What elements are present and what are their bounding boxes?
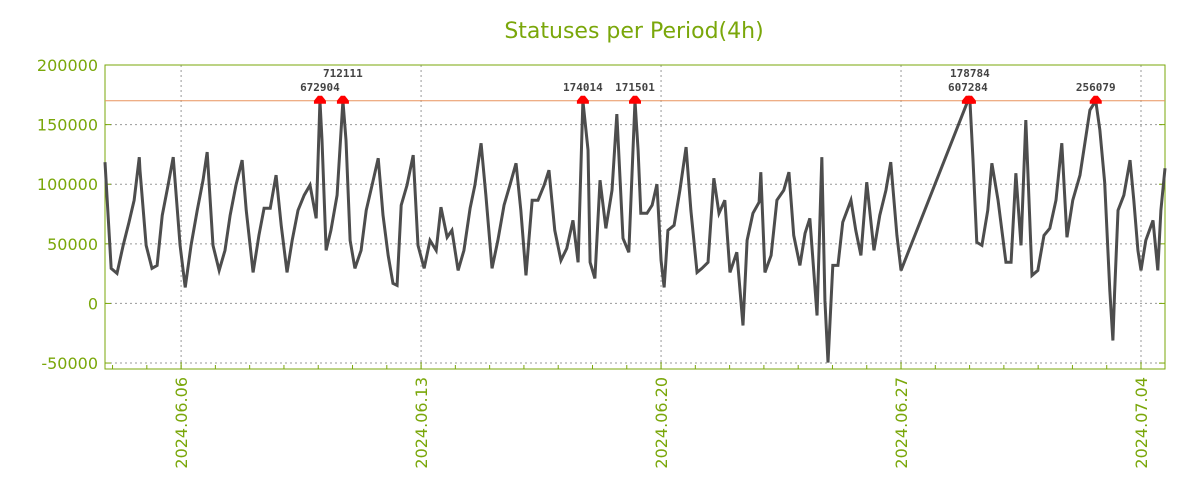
outlier-label: 171501 (615, 81, 655, 94)
outlier-marker-icon (336, 95, 349, 104)
outlier-marker-icon (963, 95, 976, 104)
x-tick-label: 2024.06.13 (412, 377, 431, 469)
outlier-label: 256079 (1076, 81, 1116, 94)
outlier-label: 712111 (323, 67, 363, 80)
y-tick-label: 200000 (37, 56, 98, 75)
y-tick-label: -50000 (41, 354, 98, 373)
y-axis-ticks: 200000 150000 100000 50000 0 -50000 (37, 56, 1165, 373)
outlier-label: 607284 (948, 81, 988, 94)
axes (104, 64, 1166, 370)
outlier-marker-icon (629, 95, 641, 104)
chart-title: Statuses per Period(4h) (504, 19, 763, 44)
outlier-label: 178784 (950, 67, 990, 80)
y-tick-label: 0 (88, 294, 98, 313)
x-axis-ticks: 2024.06.06 2024.06.13 2024.06.20 2024.06.27… (112, 362, 1151, 469)
x-tick-label: 2024.06.20 (652, 377, 671, 469)
x-tick-label: 2024.07.04 (1132, 377, 1151, 469)
y-tick-label: 100000 (37, 175, 98, 194)
x-tick-label: 2024.06.27 (892, 377, 911, 469)
y-tick-label: 50000 (47, 235, 98, 254)
outlier-label: 672904 (300, 81, 340, 94)
series-statuses (103, 96, 1167, 363)
outlier-marker-icon (1089, 95, 1102, 104)
x-tick-label: 2024.06.06 (172, 377, 191, 469)
y-tick-label: 150000 (37, 116, 98, 135)
outlier-label: 174014 (563, 81, 603, 94)
plot-frame (104, 64, 1166, 370)
outlier-marker-icon (313, 95, 326, 104)
outlier-marker-icon (576, 95, 589, 104)
series-line (103, 96, 1167, 363)
